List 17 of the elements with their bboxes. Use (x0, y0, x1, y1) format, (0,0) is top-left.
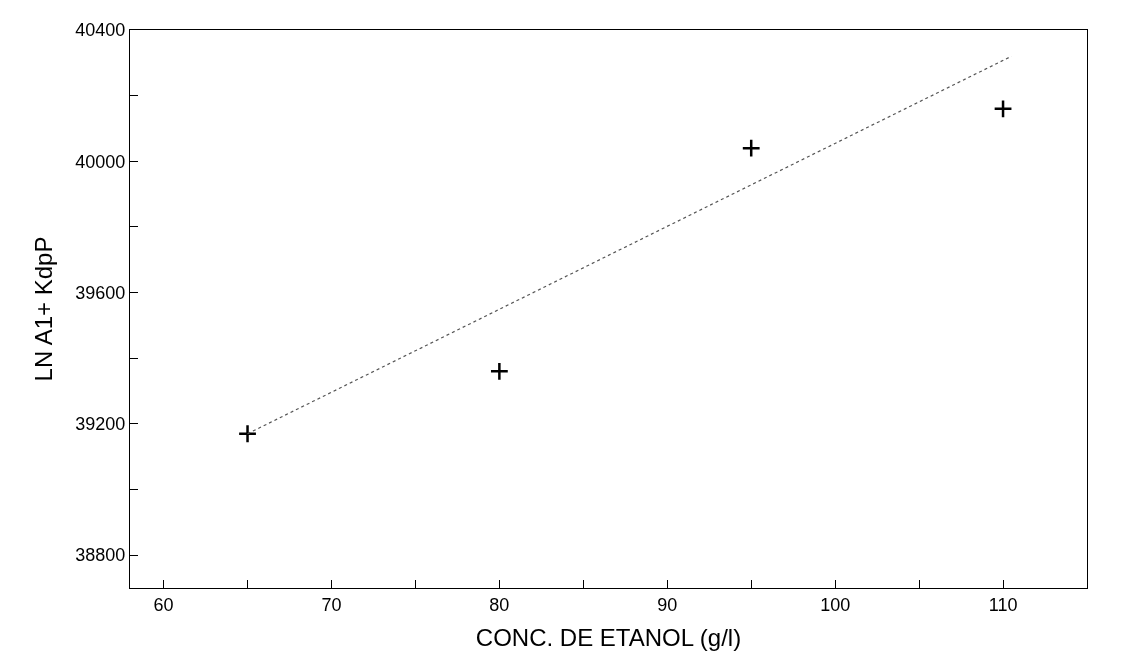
x-tick-label: 60 (153, 594, 174, 615)
x-tick-label: 90 (657, 594, 678, 615)
y-tick-label: 40400 (75, 20, 126, 41)
x-tick-label: 110 (988, 594, 1018, 615)
point (237, 424, 258, 444)
point (741, 138, 761, 158)
point (489, 361, 510, 382)
y-tick-label: 39600 (75, 282, 126, 303)
x-tick-label: 70 (321, 594, 342, 615)
y-tick-label: 40000 (75, 151, 126, 172)
x-tick-label: 100 (820, 594, 851, 615)
y-axis-title: LN A1+ KdpP (30, 236, 58, 382)
y-tick-label: 38800 (75, 545, 126, 566)
x-axis-title: CONC. DE ETANOL (g/l) (475, 623, 742, 651)
x-tick-label: 80 (489, 594, 510, 615)
point (993, 99, 1013, 119)
y-tick-label: 39200 (75, 414, 126, 435)
